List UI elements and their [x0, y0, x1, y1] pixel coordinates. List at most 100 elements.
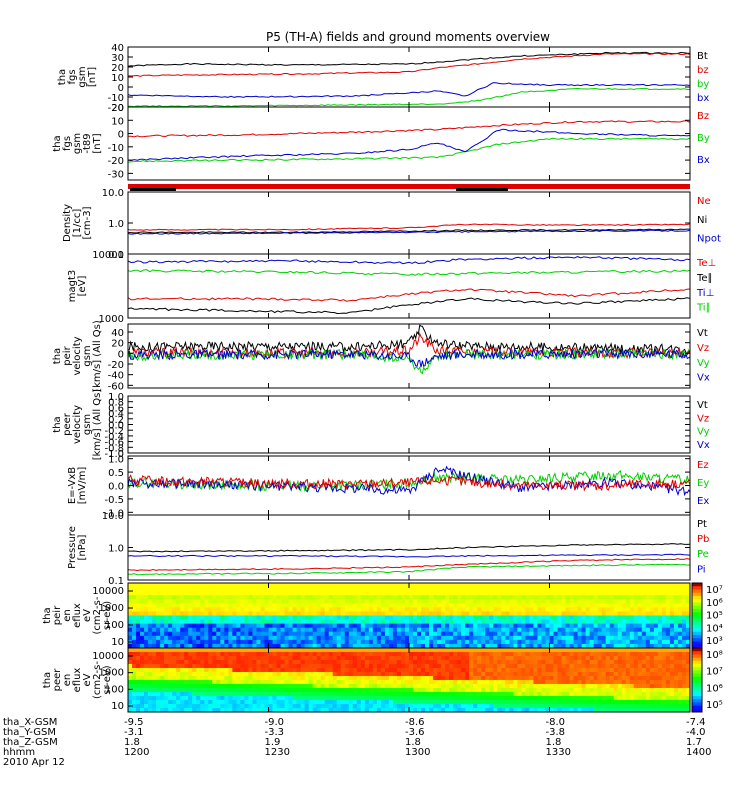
- spectrogram-cell: [601, 591, 607, 596]
- spectrogram-cell: [677, 652, 683, 657]
- spectrogram-cell: [176, 631, 181, 637]
- spectrogram-cell: [164, 631, 169, 637]
- spectrogram-cell: [236, 684, 241, 689]
- spectrogram-cell: [180, 635, 185, 641]
- spectrogram-cell: [421, 607, 426, 613]
- spectrogram-cell: [557, 688, 563, 693]
- spectrogram-cell: [228, 676, 233, 681]
- spectrogram-cell: [605, 664, 611, 669]
- spectrogram-cell: [645, 611, 651, 617]
- spectrogram-cell: [184, 583, 189, 588]
- spectrogram-cell: [581, 639, 587, 645]
- spectrogram-cell: [621, 627, 627, 633]
- spectrogram-cell: [392, 684, 398, 689]
- spectrogram-cell: [549, 648, 555, 653]
- spectrogram-cell: [320, 688, 326, 693]
- colorbar-segment: [692, 641, 702, 646]
- spectrogram-cell: [368, 599, 374, 604]
- spectrogram-cell: [681, 688, 687, 693]
- spectrogram-cell: [168, 639, 173, 645]
- spectrogram-cell: [328, 672, 334, 677]
- spectrogram-cell: [216, 607, 221, 613]
- spectrogram-cell: [577, 676, 583, 681]
- spectrogram-cell: [180, 704, 185, 709]
- spectrogram-cell: [176, 700, 181, 705]
- spectrogram-cell: [304, 660, 310, 665]
- spectrogram-cell: [336, 631, 342, 637]
- spectrogram-cell: [645, 583, 651, 588]
- spectrogram-cell: [661, 704, 667, 709]
- spectrogram-cell: [569, 619, 575, 625]
- spectrogram-cell: [661, 672, 667, 677]
- spectrogram-cell: [481, 627, 486, 633]
- spectrogram-cell: [477, 595, 482, 600]
- spectrogram-cell: [529, 704, 535, 709]
- spectrogram-cell: [340, 631, 346, 637]
- spectrogram-cell: [136, 599, 141, 604]
- spectrogram-cell: [376, 623, 382, 629]
- spectrogram-cell: [184, 696, 189, 701]
- spectrogram-cell: [569, 672, 575, 677]
- spectrogram-cell: [148, 676, 153, 681]
- spectrogram-cell: [136, 648, 141, 653]
- spectrogram-cell: [441, 583, 446, 588]
- spectrogram-cell: [409, 615, 414, 621]
- spectrogram-cell: [657, 607, 663, 613]
- spectrogram-cell: [673, 680, 679, 685]
- spectrogram-cell: [421, 627, 426, 633]
- colorbar-segment: [692, 618, 702, 623]
- spectrogram-cell: [168, 643, 173, 648]
- spectrogram-cell: [132, 700, 137, 705]
- colorbar-segment: [692, 648, 702, 652]
- spectrogram-cell: [344, 676, 350, 681]
- spectrogram-cell: [144, 696, 149, 701]
- spectrogram-cell: [224, 688, 229, 693]
- spectrogram-cell: [380, 611, 386, 617]
- spectrogram-cell: [669, 700, 675, 705]
- mode-bar-black: [456, 188, 508, 191]
- spectrogram-cell: [541, 603, 547, 608]
- spectrogram-cell: [429, 623, 434, 629]
- spectrogram-cell: [380, 672, 386, 677]
- spectrogram-cell: [288, 583, 294, 588]
- spectrogram-cell: [469, 680, 474, 685]
- spectrogram-cell: [268, 668, 274, 673]
- spectrogram-cell: [336, 648, 342, 653]
- spectrogram-cell: [184, 631, 189, 637]
- spectrogram-cell: [336, 672, 342, 677]
- spectrogram-cell: [184, 700, 189, 705]
- spectrogram-cell: [236, 696, 241, 701]
- spectrogram-cell: [641, 587, 647, 592]
- spectrogram-cell: [128, 680, 133, 685]
- spectrogram-cell: [665, 583, 671, 588]
- spectrogram-cell: [372, 619, 378, 625]
- spectrogram-cell: [637, 704, 643, 709]
- spectrogram-cell: [613, 639, 619, 645]
- spectrogram-cell: [196, 627, 201, 633]
- spectrogram-cell: [372, 643, 378, 648]
- spectrogram-cell: [180, 672, 185, 677]
- spectrogram-cell: [364, 643, 370, 648]
- spectrogram-cell: [388, 607, 394, 613]
- spectrogram-cell: [685, 627, 690, 633]
- spectrogram-cell: [669, 680, 675, 685]
- spectrogram-cell: [417, 684, 422, 689]
- spectrogram-cell: [192, 623, 197, 629]
- spectrogram-cell: [477, 668, 482, 673]
- spectrogram-cell: [485, 696, 490, 701]
- spectrogram-cell: [160, 660, 165, 665]
- spectrogram-cell: [641, 603, 647, 608]
- spectrogram-cell: [593, 603, 599, 608]
- spectrogram-cell: [501, 696, 506, 701]
- spectrogram-cell: [352, 635, 358, 641]
- spectrogram-cell: [477, 623, 482, 629]
- spectrogram-cell: [505, 591, 510, 596]
- spectrogram-cell: [589, 692, 595, 697]
- spectrogram-cell: [509, 648, 514, 653]
- spectrogram-cell: [196, 611, 201, 617]
- spectrogram-cell: [204, 623, 209, 629]
- spectrogram-cell: [168, 684, 173, 689]
- spectrogram-cell: [404, 599, 410, 604]
- spectrogram-cell: [384, 676, 390, 681]
- spectrogram-cell: [633, 648, 639, 653]
